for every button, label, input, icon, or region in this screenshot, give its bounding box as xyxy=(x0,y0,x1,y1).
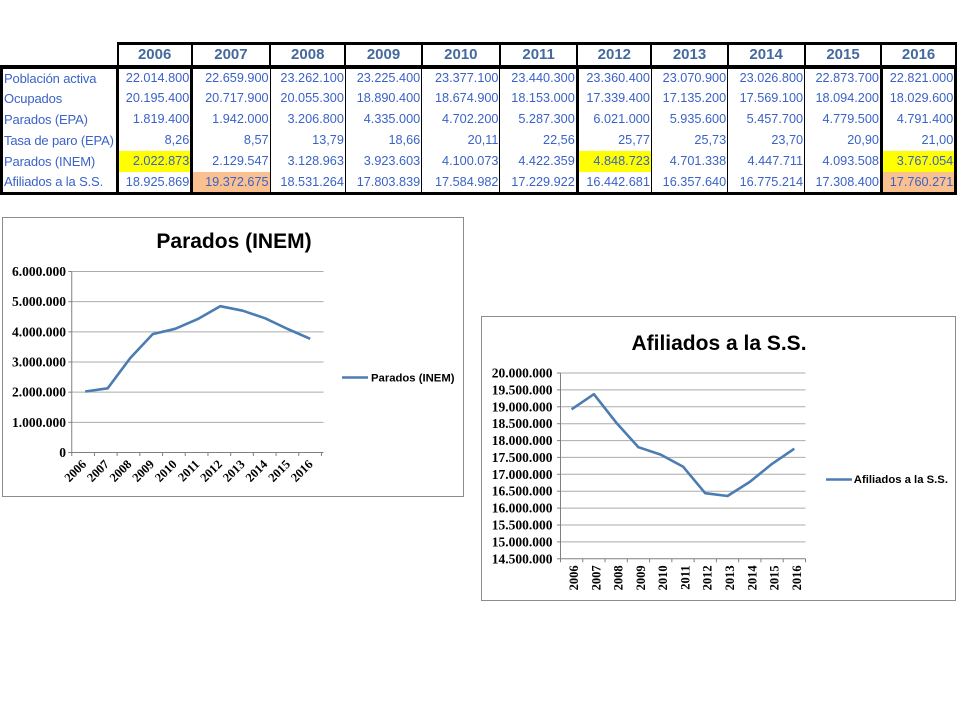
svg-text:5.000.000: 5.000.000 xyxy=(12,294,66,309)
svg-text:2009: 2009 xyxy=(634,565,648,590)
svg-text:4.000.000: 4.000.000 xyxy=(12,324,66,339)
svg-text:Afiliados a la S.S.: Afiliados a la S.S. xyxy=(631,332,806,355)
svg-text:17.500.000: 17.500.000 xyxy=(492,450,553,465)
svg-text:19.000.000: 19.000.000 xyxy=(492,399,553,414)
svg-text:2014: 2014 xyxy=(745,565,759,591)
svg-text:2016: 2016 xyxy=(790,565,804,590)
svg-text:16.000.000: 16.000.000 xyxy=(492,501,553,516)
svg-text:2015: 2015 xyxy=(768,565,782,590)
svg-text:2006: 2006 xyxy=(62,457,90,485)
svg-text:Afiliados a la S.S.: Afiliados a la S.S. xyxy=(854,474,948,486)
svg-text:0: 0 xyxy=(59,445,66,460)
svg-text:2008: 2008 xyxy=(107,457,135,485)
svg-text:16.500.000: 16.500.000 xyxy=(492,484,553,499)
svg-text:18.500.000: 18.500.000 xyxy=(492,416,553,431)
svg-text:2013: 2013 xyxy=(723,565,737,590)
svg-text:2007: 2007 xyxy=(84,457,112,485)
svg-text:2009: 2009 xyxy=(129,457,157,485)
svg-text:2011: 2011 xyxy=(678,565,692,589)
svg-text:17.000.000: 17.000.000 xyxy=(492,467,553,482)
svg-text:2011: 2011 xyxy=(175,457,202,484)
svg-text:2016: 2016 xyxy=(288,457,316,485)
svg-text:2007: 2007 xyxy=(589,565,603,590)
svg-text:2014: 2014 xyxy=(243,457,271,485)
svg-text:18.000.000: 18.000.000 xyxy=(492,433,553,448)
svg-text:Parados (INEM): Parados (INEM) xyxy=(371,373,455,385)
svg-text:20.000.000: 20.000.000 xyxy=(492,366,553,381)
svg-text:2012: 2012 xyxy=(701,565,715,590)
svg-text:Parados (INEM): Parados (INEM) xyxy=(156,230,311,253)
svg-text:2010: 2010 xyxy=(152,457,180,485)
svg-text:2012: 2012 xyxy=(197,457,225,485)
svg-text:1.000.000: 1.000.000 xyxy=(12,415,66,430)
svg-text:15.500.000: 15.500.000 xyxy=(492,518,553,533)
svg-text:2008: 2008 xyxy=(612,565,626,590)
svg-text:15.000.000: 15.000.000 xyxy=(492,534,553,549)
svg-text:2013: 2013 xyxy=(220,457,248,485)
svg-text:3.000.000: 3.000.000 xyxy=(12,355,66,370)
svg-text:2.000.000: 2.000.000 xyxy=(12,385,66,400)
svg-text:19.500.000: 19.500.000 xyxy=(492,382,553,397)
svg-text:2010: 2010 xyxy=(656,565,670,590)
svg-text:6.000.000: 6.000.000 xyxy=(12,264,66,279)
svg-text:14.500.000: 14.500.000 xyxy=(492,551,553,566)
svg-text:2006: 2006 xyxy=(567,565,581,590)
svg-text:2015: 2015 xyxy=(265,457,293,485)
